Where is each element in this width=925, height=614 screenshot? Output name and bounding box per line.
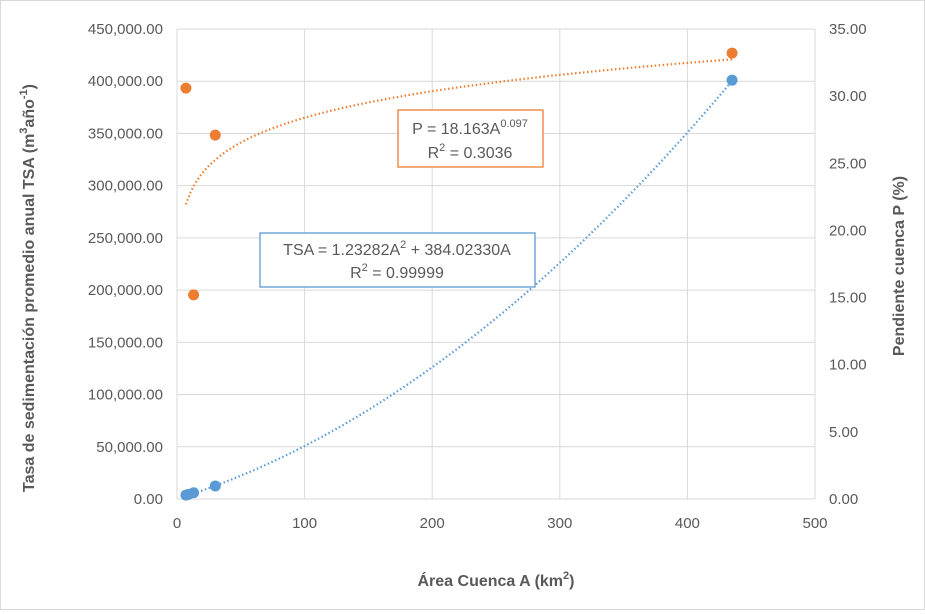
- data-points: [180, 47, 738, 501]
- x-tick-label: 100: [292, 515, 317, 532]
- axes: [176, 29, 815, 500]
- y2-tick-label: 0.00: [829, 491, 858, 508]
- tsa-equation-box: TSA = 1.23282A2 + 384.02330A R2 = 0.9999…: [259, 232, 536, 288]
- slope-data-point: [726, 47, 738, 59]
- y2-tick-label: 30.00: [829, 88, 867, 105]
- tsa-equation: TSA = 1.23282A2 + 384.02330A: [283, 239, 511, 259]
- x-tick-label: 0: [173, 515, 181, 532]
- y2-axis-title: Pendiente cuenca P (%): [891, 176, 908, 356]
- tsa-data-point: [726, 74, 738, 86]
- x-tick-label: 400: [675, 515, 700, 532]
- tsa-data-point: [188, 487, 200, 499]
- x-axis-title: Área Cuenca A (km2): [418, 570, 575, 590]
- slope-data-point: [188, 289, 200, 301]
- y2-tick-label: 20.00: [829, 222, 867, 239]
- tsa-r2: R2 = 0.99999: [350, 262, 444, 282]
- tsa-trendline: [185, 80, 733, 498]
- y-tick-label: 250,000.00: [88, 230, 163, 247]
- trendlines: [184, 58, 733, 498]
- y-tick-label: 350,000.00: [88, 125, 163, 142]
- tsa-equation-frame: [259, 232, 536, 288]
- y2-tick-label: 10.00: [829, 357, 867, 374]
- y2-tick-label: 25.00: [829, 155, 867, 172]
- y-tick-label: 100,000.00: [88, 387, 163, 404]
- y2-tick-label: 15.00: [829, 290, 867, 307]
- y-tick-label: 50,000.00: [96, 439, 163, 456]
- y-tick-label: 300,000.00: [88, 178, 163, 195]
- x-tick-label: 500: [802, 515, 827, 532]
- y2-tick-label: 5.00: [829, 424, 858, 441]
- tick-labels: 0.00 50,000.00 100,000.00 150,000.00 200,000…: [88, 21, 867, 532]
- y-tick-label: 200,000.00: [88, 282, 163, 299]
- y-tick-label: 150,000.00: [88, 334, 163, 351]
- x-tick-label: 300: [547, 515, 572, 532]
- x-tick-label: 200: [420, 515, 445, 532]
- slope-data-point: [180, 82, 192, 94]
- slope-equation: P = 18.163A0.097: [412, 118, 528, 138]
- y2-tick-label: 35.00: [829, 21, 867, 38]
- slope-r2: R2 = 0.3036: [428, 142, 513, 162]
- y-axis-title: Tasa de sedimentación promedio anual TSA…: [18, 84, 38, 492]
- y-tick-label: 0.00: [134, 491, 163, 508]
- slope-equation-box: P = 18.163A0.097 R2 = 0.3036: [397, 109, 544, 168]
- tsa-data-point: [209, 480, 221, 492]
- y-tick-label: 450,000.00: [88, 21, 163, 38]
- slope-data-point: [209, 129, 221, 141]
- slope-trendline: [184, 58, 733, 205]
- y-tick-label: 400,000.00: [88, 73, 163, 90]
- slope-equation-frame: [397, 109, 544, 168]
